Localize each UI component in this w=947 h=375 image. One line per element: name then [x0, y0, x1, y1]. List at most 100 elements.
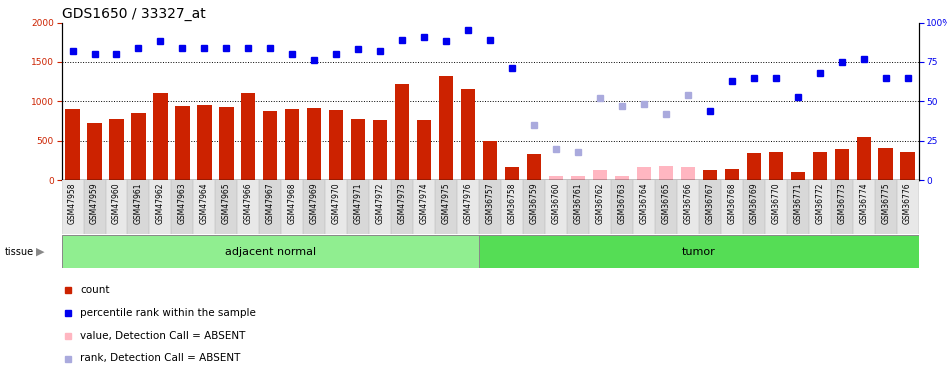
- Text: GSM36774: GSM36774: [859, 183, 868, 224]
- Text: GSM36770: GSM36770: [771, 183, 780, 224]
- Text: GSM47967: GSM47967: [266, 183, 275, 224]
- Text: GSM36767: GSM36767: [706, 183, 714, 224]
- Bar: [65, 109, 80, 180]
- Bar: [636, 167, 651, 180]
- Bar: [105, 180, 128, 234]
- Text: GSM47970: GSM47970: [331, 183, 341, 224]
- Bar: [435, 180, 457, 234]
- Bar: [615, 176, 629, 180]
- Bar: [171, 180, 193, 234]
- Text: value, Detection Call = ABSENT: value, Detection Call = ABSENT: [80, 331, 246, 341]
- Bar: [703, 170, 717, 180]
- Text: GSM47974: GSM47974: [420, 183, 429, 224]
- Text: GSM47971: GSM47971: [354, 183, 363, 224]
- Bar: [721, 180, 742, 234]
- Text: ▶: ▶: [36, 247, 45, 256]
- Bar: [852, 180, 875, 234]
- Text: GSM47972: GSM47972: [376, 183, 384, 224]
- Bar: [479, 180, 501, 234]
- Bar: [241, 93, 256, 180]
- Bar: [681, 166, 695, 180]
- Bar: [87, 123, 101, 180]
- Text: GSM47975: GSM47975: [441, 183, 451, 224]
- Text: GSM47963: GSM47963: [178, 183, 187, 224]
- Text: count: count: [80, 285, 110, 296]
- Text: GSM47961: GSM47961: [134, 183, 143, 224]
- Text: GSM47968: GSM47968: [288, 183, 296, 224]
- Text: GSM47969: GSM47969: [310, 183, 319, 224]
- Bar: [303, 180, 325, 234]
- Text: GDS1650 / 33327_at: GDS1650 / 33327_at: [62, 8, 205, 21]
- Bar: [197, 105, 211, 180]
- Bar: [215, 180, 238, 234]
- Bar: [834, 149, 849, 180]
- Text: GSM47962: GSM47962: [156, 183, 165, 224]
- Text: GSM36775: GSM36775: [881, 183, 890, 224]
- Bar: [479, 235, 919, 268]
- Bar: [724, 169, 739, 180]
- Bar: [809, 180, 831, 234]
- Bar: [633, 180, 655, 234]
- Text: GSM36762: GSM36762: [596, 183, 604, 224]
- Bar: [791, 172, 805, 180]
- Text: GSM36765: GSM36765: [661, 183, 670, 224]
- Bar: [457, 180, 479, 234]
- Bar: [655, 180, 677, 234]
- Bar: [461, 88, 475, 180]
- Text: GSM47976: GSM47976: [464, 183, 473, 224]
- Bar: [856, 137, 871, 180]
- Bar: [175, 106, 189, 180]
- Bar: [505, 167, 519, 180]
- Bar: [571, 176, 585, 180]
- Bar: [417, 120, 431, 180]
- Text: rank, Detection Call = ABSENT: rank, Detection Call = ABSENT: [80, 354, 241, 363]
- Bar: [699, 180, 721, 234]
- Text: GSM36768: GSM36768: [727, 183, 737, 224]
- Bar: [263, 111, 277, 180]
- Bar: [391, 180, 413, 234]
- Bar: [677, 180, 699, 234]
- Bar: [373, 120, 387, 180]
- Text: GSM36761: GSM36761: [574, 183, 582, 224]
- Bar: [325, 180, 348, 234]
- Bar: [369, 180, 391, 234]
- Bar: [567, 180, 589, 234]
- Text: GSM36760: GSM36760: [551, 183, 561, 224]
- Bar: [193, 180, 215, 234]
- Bar: [413, 180, 435, 234]
- Text: percentile rank within the sample: percentile rank within the sample: [80, 308, 257, 318]
- Bar: [483, 141, 497, 180]
- Text: GSM36766: GSM36766: [684, 183, 692, 224]
- Bar: [549, 176, 563, 180]
- Bar: [813, 152, 827, 180]
- Bar: [875, 180, 897, 234]
- Bar: [109, 119, 124, 180]
- Text: GSM36758: GSM36758: [508, 183, 516, 224]
- Bar: [611, 180, 633, 234]
- Bar: [62, 235, 479, 268]
- Text: adjacent normal: adjacent normal: [224, 247, 316, 256]
- Text: GSM47965: GSM47965: [222, 183, 231, 224]
- Bar: [238, 180, 259, 234]
- Text: GSM36772: GSM36772: [815, 183, 824, 224]
- Bar: [765, 180, 787, 234]
- Text: GSM36769: GSM36769: [749, 183, 759, 224]
- Bar: [897, 180, 919, 234]
- Text: GSM47959: GSM47959: [90, 183, 99, 224]
- Bar: [545, 180, 567, 234]
- Bar: [901, 152, 915, 180]
- Bar: [746, 153, 761, 180]
- Text: GSM36776: GSM36776: [903, 183, 912, 224]
- Bar: [787, 180, 809, 234]
- Bar: [742, 180, 765, 234]
- Text: GSM47960: GSM47960: [112, 183, 121, 224]
- Bar: [219, 107, 234, 180]
- Text: GSM47966: GSM47966: [243, 183, 253, 224]
- Bar: [150, 180, 171, 234]
- Bar: [307, 108, 321, 180]
- Bar: [439, 76, 454, 180]
- Text: GSM36771: GSM36771: [794, 183, 802, 224]
- Text: GSM47958: GSM47958: [68, 183, 77, 224]
- Text: GSM36773: GSM36773: [837, 183, 847, 224]
- Text: tissue: tissue: [5, 247, 34, 256]
